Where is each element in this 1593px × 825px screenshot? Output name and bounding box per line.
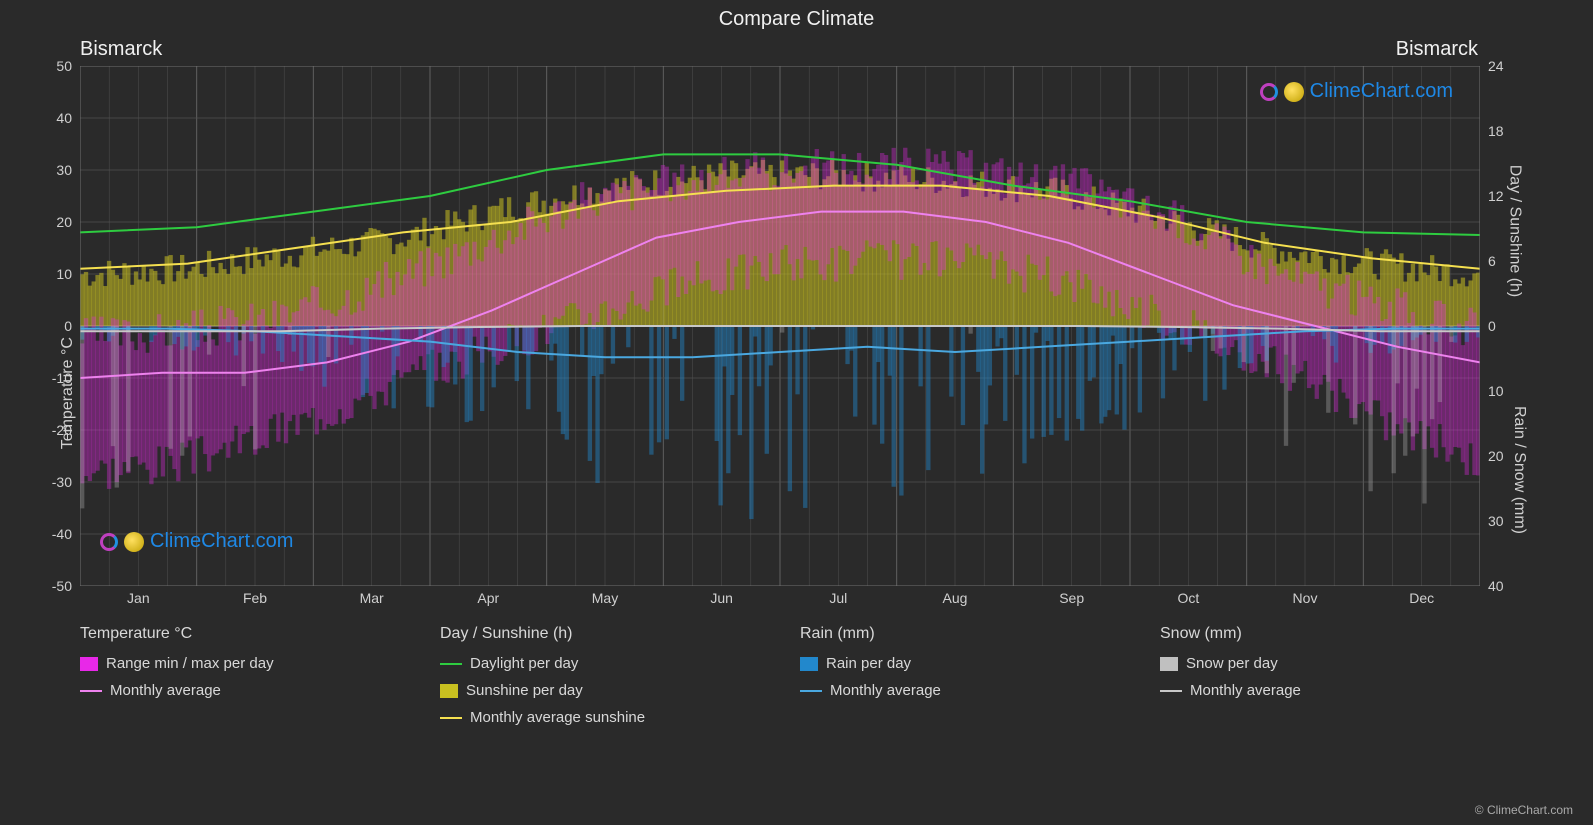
x-tick: Oct — [1177, 590, 1199, 606]
legend-item: Range min / max per day — [80, 655, 400, 672]
climate-chart: Compare Climate Bismarck Bismarck Temper… — [0, 0, 1593, 825]
x-tick: Dec — [1409, 590, 1434, 606]
y-tick-right: 6 — [1488, 253, 1496, 269]
x-ticks: Jan Feb Mar Apr May Jun Jul Aug Sep Oct Nov Dec — [80, 590, 1480, 610]
y-tick-right: 12 — [1488, 188, 1504, 204]
y-tick-left: 50 — [56, 58, 72, 74]
legend-label: Monthly average — [1190, 682, 1301, 699]
y-tick-right: 40 — [1488, 578, 1504, 594]
legend-label: Daylight per day — [470, 655, 578, 672]
y-tick-right: 10 — [1488, 383, 1504, 399]
legend-item: Monthly average — [800, 682, 1120, 699]
legend-line — [1160, 690, 1182, 692]
y-tick-left: 40 — [56, 110, 72, 126]
watermark-top: ClimeChart.com — [1260, 80, 1453, 103]
location-left: Bismarck — [80, 38, 162, 61]
legend-line — [440, 717, 462, 719]
plot-area: -50-40-30-20-1001020304050 0612182410203… — [80, 66, 1480, 586]
legend-line — [800, 690, 822, 692]
location-right: Bismarck — [1396, 38, 1478, 61]
copyright: © ClimeChart.com — [1475, 803, 1573, 817]
legend-item: Rain per day — [800, 655, 1120, 672]
legend-heading: Day / Sunshine (h) — [440, 625, 760, 643]
y-tick-left: 30 — [56, 162, 72, 178]
legend-column: Snow (mm) Snow per day Monthly average — [1160, 625, 1480, 726]
y-tick-left: -50 — [52, 578, 72, 594]
legend-label: Monthly average — [830, 682, 941, 699]
y-tick-right: 0 — [1488, 318, 1496, 334]
y-tick-left: -20 — [52, 422, 72, 438]
watermark-text: ClimeChart.com — [1310, 80, 1453, 103]
legend-swatch — [80, 657, 98, 671]
y-tick-left: -30 — [52, 474, 72, 490]
x-tick: Mar — [360, 590, 384, 606]
x-tick: Jan — [127, 590, 150, 606]
legend-label: Monthly average — [110, 682, 221, 699]
legend: Temperature °C Range min / max per day Mon… — [80, 625, 1480, 726]
x-tick: Aug — [943, 590, 968, 606]
legend-heading: Snow (mm) — [1160, 625, 1480, 643]
y-tick-left: 10 — [56, 266, 72, 282]
legend-item: Monthly average sunshine — [440, 709, 760, 726]
watermark-logo-sun — [1284, 82, 1304, 102]
x-tick: Nov — [1293, 590, 1318, 606]
legend-label: Rain per day — [826, 655, 911, 672]
legend-column: Day / Sunshine (h) Daylight per day Sunshi… — [440, 625, 760, 726]
legend-item: Snow per day — [1160, 655, 1480, 672]
legend-item: Monthly average — [80, 682, 400, 699]
y-axis-right-bottom-label: Rain / Snow (mm) — [1510, 406, 1528, 534]
y-tick-right: 20 — [1488, 448, 1504, 464]
legend-heading: Temperature °C — [80, 625, 400, 643]
legend-label: Snow per day — [1186, 655, 1278, 672]
plot-svg — [80, 66, 1480, 586]
y-axis-right-top-label: Day / Sunshine (h) — [1506, 165, 1524, 298]
watermark-logo-sun — [124, 532, 144, 552]
legend-label: Range min / max per day — [106, 655, 274, 672]
legend-line — [440, 663, 462, 665]
legend-item: Monthly average — [1160, 682, 1480, 699]
legend-line — [80, 690, 102, 692]
legend-swatch — [440, 684, 458, 698]
y-tick-right: 18 — [1488, 123, 1504, 139]
y-tick-right: 30 — [1488, 513, 1504, 529]
y-tick-left: 20 — [56, 214, 72, 230]
legend-item: Sunshine per day — [440, 682, 760, 699]
x-tick: Sep — [1059, 590, 1084, 606]
legend-swatch — [1160, 657, 1178, 671]
chart-title: Compare Climate — [0, 0, 1593, 31]
legend-label: Sunshine per day — [466, 682, 583, 699]
legend-column: Rain (mm) Rain per day Monthly average — [800, 625, 1120, 726]
legend-heading: Rain (mm) — [800, 625, 1120, 643]
legend-swatch — [800, 657, 818, 671]
legend-item: Daylight per day — [440, 655, 760, 672]
legend-column: Temperature °C Range min / max per day Mon… — [80, 625, 400, 726]
x-tick: Apr — [477, 590, 499, 606]
y-tick-right: 24 — [1488, 58, 1504, 74]
legend-label: Monthly average sunshine — [470, 709, 645, 726]
x-tick: May — [592, 590, 618, 606]
watermark-logo-circle — [100, 533, 118, 551]
x-tick: Feb — [243, 590, 267, 606]
y-tick-left: -10 — [52, 370, 72, 386]
watermark-bottom: ClimeChart.com — [100, 530, 293, 553]
x-tick: Jul — [829, 590, 847, 606]
y-tick-left: 0 — [64, 318, 72, 334]
watermark-logo-circle — [1260, 83, 1278, 101]
x-tick: Jun — [710, 590, 733, 606]
watermark-text: ClimeChart.com — [150, 530, 293, 553]
y-tick-left: -40 — [52, 526, 72, 542]
